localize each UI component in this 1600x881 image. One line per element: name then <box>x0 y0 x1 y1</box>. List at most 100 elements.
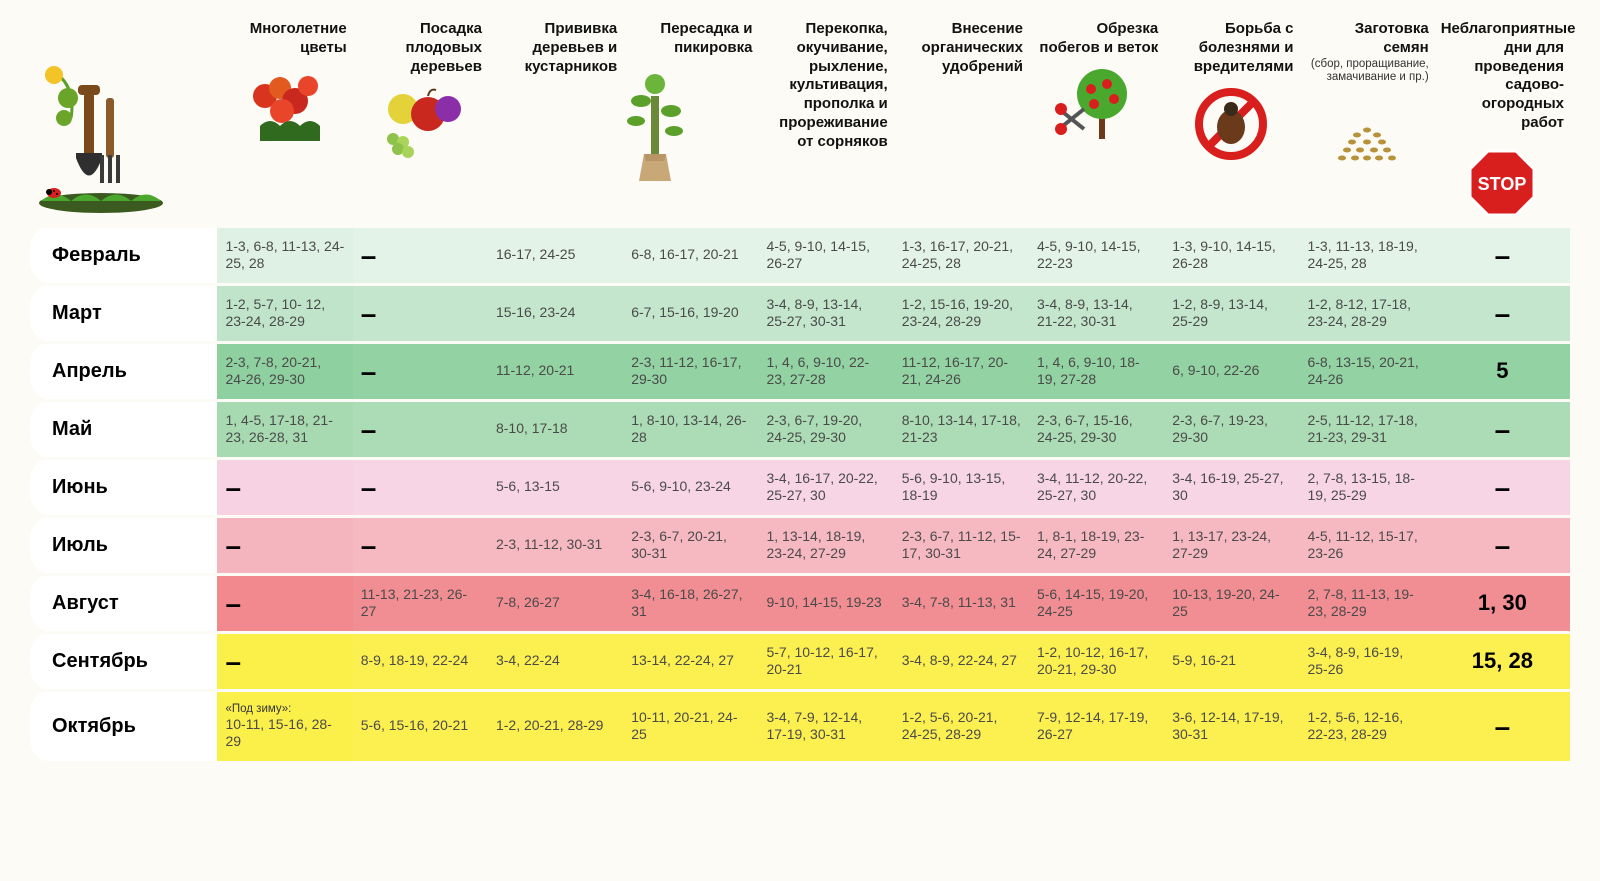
data-cell: 7-9, 12-14, 17-19, 26-27 <box>1029 690 1164 762</box>
month-cell: Август <box>30 574 217 632</box>
col-label: Неблагоприятные дни для проведения садов… <box>1441 20 1576 131</box>
col-seeds: Заготовка семян (сбор, проращивание, зам… <box>1299 20 1434 226</box>
table-row: Май1, 4-5, 17-18, 21-23, 26-28, 31–8-10,… <box>30 400 1570 458</box>
data-cell: 6, 9-10, 22-26 <box>1164 342 1299 400</box>
data-cell: 15, 28 <box>1435 632 1570 690</box>
col-label: Пересадка и пикировка <box>660 20 752 56</box>
seedling-icon <box>569 64 752 184</box>
data-cell: 1-2, 20-21, 28-29 <box>488 690 623 762</box>
data-cell: 2, 7-8, 13-15, 18-19, 25-29 <box>1299 458 1434 516</box>
data-cell: – <box>353 516 488 574</box>
col-label: Многолетние цветы <box>250 20 347 56</box>
header-row: Многолетние цветы Посадка плодовых дерев… <box>30 20 1570 226</box>
col-sublabel: (сбор, проращивание, замачивание и пр.) <box>1305 58 1428 84</box>
data-cell: – <box>217 632 352 690</box>
data-cell: 9-10, 14-15, 19-23 <box>758 574 893 632</box>
table-row: Август–11-13, 21-23, 26-277-8, 26-273-4,… <box>30 574 1570 632</box>
col-perennials: Многолетние цветы <box>217 20 352 226</box>
data-cell: 7-8, 26-27 <box>488 574 623 632</box>
data-cell: 1-2, 10-12, 16-17, 20-21, 29-30 <box>1029 632 1164 690</box>
data-cell: 2-5, 11-12, 17-18, 21-23, 29-31 <box>1299 400 1434 458</box>
no-pest-icon <box>1170 82 1293 162</box>
data-cell: 8-9, 18-19, 22-24 <box>353 632 488 690</box>
data-cell: 5-7, 10-12, 16-17, 20-21 <box>758 632 893 690</box>
data-cell: – <box>353 400 488 458</box>
data-cell: – <box>353 458 488 516</box>
data-cell: – <box>217 574 352 632</box>
month-cell: Март <box>30 284 217 342</box>
col-label: Прививка деревьев и кустарников <box>525 20 618 75</box>
data-cell: 16-17, 24-25 <box>488 226 623 284</box>
data-cell: 3-4, 22-24 <box>488 632 623 690</box>
table-row: Июнь––5-6, 13-155-6, 9-10, 23-243-4, 16-… <box>30 458 1570 516</box>
data-cell: – <box>1435 516 1570 574</box>
flowers-icon <box>223 64 346 144</box>
data-cell: 2-3, 6-7, 11-12, 15-17, 30-31 <box>894 516 1029 574</box>
data-cell: 6-8, 13-15, 20-21, 24-26 <box>1299 342 1434 400</box>
data-cell: 3-4, 8-9, 22-24, 27 <box>894 632 1029 690</box>
data-cell: 3-6, 12-14, 17-19, 30-31 <box>1164 690 1299 762</box>
data-cell: 1-3, 6-8, 11-13, 24-25, 28 <box>217 226 352 284</box>
data-cell: 3-4, 16-18, 26-27, 31 <box>623 574 758 632</box>
data-cell: 2, 7-8, 11-13, 19-23, 28-29 <box>1299 574 1434 632</box>
data-cell: 1, 4-5, 17-18, 21-23, 26-28, 31 <box>217 400 352 458</box>
data-cell: 10-11, 20-21, 24-25 <box>623 690 758 762</box>
data-cell: 5-6, 15-16, 20-21 <box>353 690 488 762</box>
data-cell: 3-4, 8-9, 16-19, 25-26 <box>1299 632 1434 690</box>
data-cell: – <box>1435 400 1570 458</box>
data-cell: 6-7, 15-16, 19-20 <box>623 284 758 342</box>
data-cell: 1, 4, 6, 9-10, 22-23, 27-28 <box>758 342 893 400</box>
data-cell: 1-2, 8-12, 17-18, 23-24, 28-29 <box>1299 284 1434 342</box>
data-cell: 1-2, 5-6, 20-21, 24-25, 28-29 <box>894 690 1029 762</box>
data-cell: 5-9, 16-21 <box>1164 632 1299 690</box>
month-cell: Октябрь <box>30 690 217 762</box>
data-cell: 8-10, 17-18 <box>488 400 623 458</box>
data-cell: 2-3, 6-7, 19-20, 24-25, 29-30 <box>758 400 893 458</box>
data-cell: 2-3, 11-12, 30-31 <box>488 516 623 574</box>
data-cell: 1, 8-1, 18-19, 23-24, 27-29 <box>1029 516 1164 574</box>
pruning-icon <box>1035 64 1158 144</box>
data-cell: 2-3, 6-7, 15-16, 24-25, 29-30 <box>1029 400 1164 458</box>
data-cell: 1-2, 8-9, 13-14, 25-29 <box>1164 284 1299 342</box>
data-cell: – <box>1435 690 1570 762</box>
fruit-icon <box>359 82 482 162</box>
col-transplant: Пересадка и пикировка <box>623 20 758 226</box>
col-digging: Перекопка, окучивание, рыхление, культив… <box>758 20 893 226</box>
data-cell: 2-3, 7-8, 20-21, 24-26, 29-30 <box>217 342 352 400</box>
data-cell: – <box>1435 226 1570 284</box>
seeds-icon <box>1305 90 1428 170</box>
col-fruit-trees: Посадка плодовых деревьев <box>353 20 488 226</box>
data-cell: 5-6, 9-10, 13-15, 18-19 <box>894 458 1029 516</box>
data-cell: 1, 30 <box>1435 574 1570 632</box>
data-cell: «Под зиму»:10-11, 15-16, 28-29 <box>217 690 352 762</box>
data-cell: – <box>353 342 488 400</box>
svg-text:STOP: STOP <box>1478 174 1527 194</box>
data-cell: 3-4, 16-17, 20-22, 25-27, 30 <box>758 458 893 516</box>
header-corner-icon <box>30 20 217 226</box>
data-cell: – <box>217 458 352 516</box>
data-cell: 11-12, 16-17, 20-21, 24-26 <box>894 342 1029 400</box>
data-cell: 15-16, 23-24 <box>488 284 623 342</box>
data-cell: 1, 13-14, 18-19, 23-24, 27-29 <box>758 516 893 574</box>
data-cell: 5-6, 14-15, 19-20, 24-25 <box>1029 574 1164 632</box>
data-cell: 4-5, 9-10, 14-15, 26-27 <box>758 226 893 284</box>
data-cell: 1-2, 5-6, 12-16, 22-23, 28-29 <box>1299 690 1434 762</box>
col-label: Обрезка побегов и веток <box>1039 20 1158 56</box>
col-fertilize: Внесение органических удобрений <box>894 20 1029 226</box>
data-cell: – <box>353 226 488 284</box>
table-body: Февраль1-3, 6-8, 11-13, 24-25, 28–16-17,… <box>30 226 1570 762</box>
table-row: Июль––2-3, 11-12, 30-312-3, 6-7, 20-21, … <box>30 516 1570 574</box>
data-cell: 8-10, 13-14, 17-18, 21-23 <box>894 400 1029 458</box>
table-row: Сентябрь–8-9, 18-19, 22-243-4, 22-2413-1… <box>30 632 1570 690</box>
data-cell: 1, 4, 6, 9-10, 18-19, 27-28 <box>1029 342 1164 400</box>
data-cell: 5-6, 13-15 <box>488 458 623 516</box>
data-cell: – <box>217 516 352 574</box>
month-cell: Май <box>30 400 217 458</box>
data-cell: 3-4, 7-9, 12-14, 17-19, 30-31 <box>758 690 893 762</box>
data-cell: 1-2, 5-7, 10- 12, 23-24, 28-29 <box>217 284 352 342</box>
col-pests: Борьба с болезнями и вредителями <box>1164 20 1299 226</box>
data-cell: 13-14, 22-24, 27 <box>623 632 758 690</box>
data-cell: 5-6, 9-10, 23-24 <box>623 458 758 516</box>
data-cell: 4-5, 11-12, 15-17, 23-26 <box>1299 516 1434 574</box>
col-label: Борьба с болезнями и вредителями <box>1194 20 1294 75</box>
